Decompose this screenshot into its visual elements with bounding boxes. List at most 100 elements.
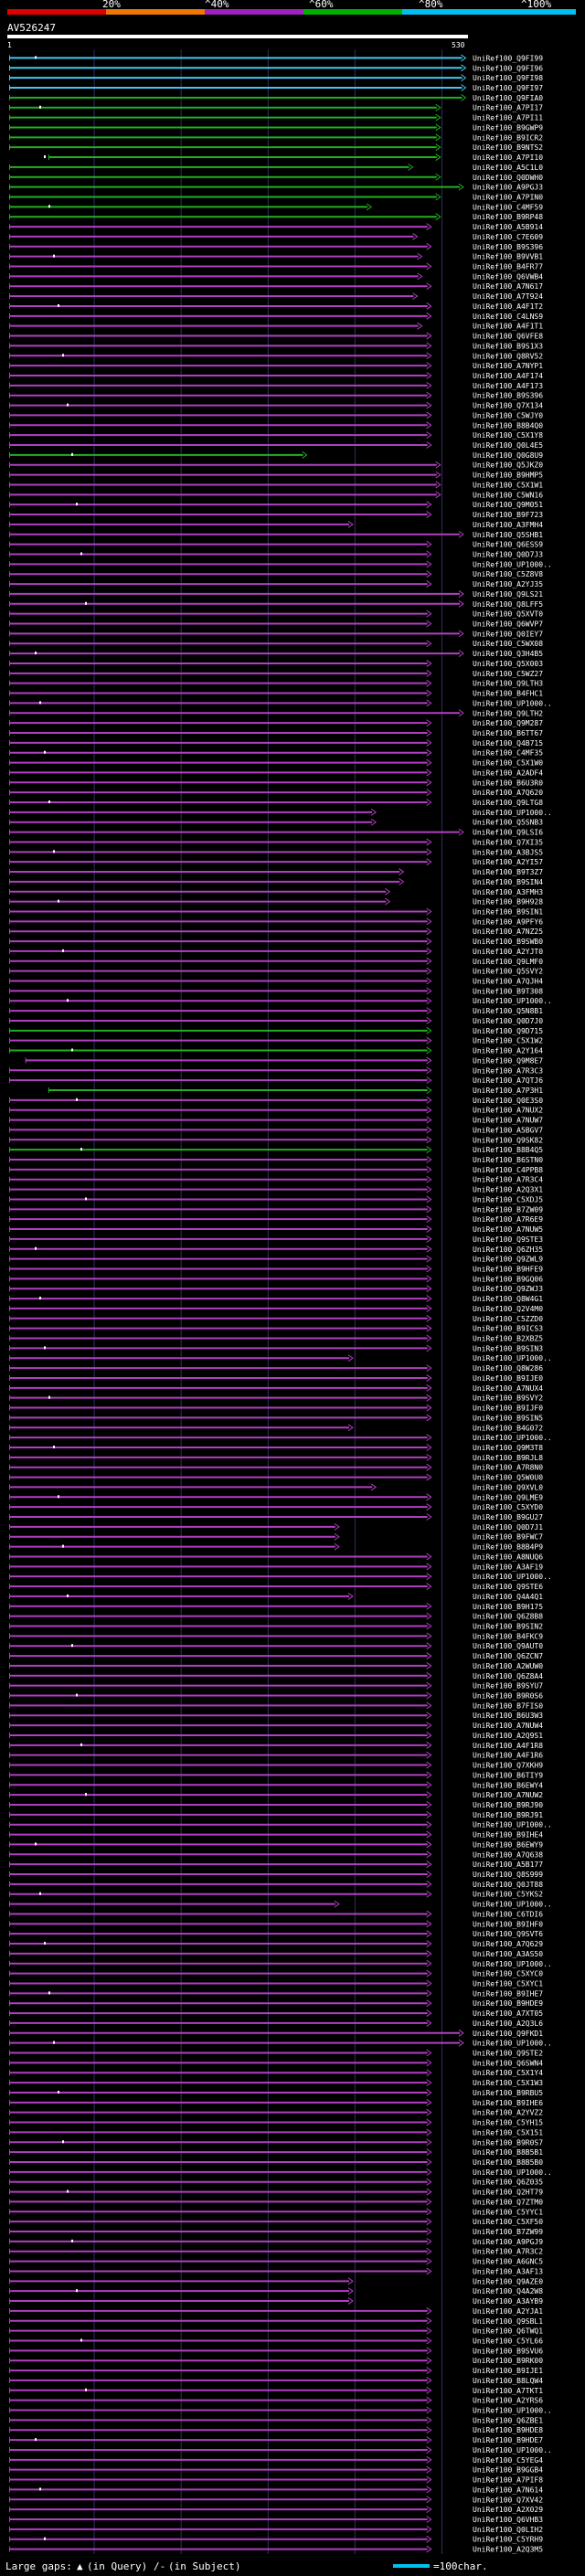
hit-row[interactable]: UniRef100_B9SWB0	[9, 938, 544, 946]
hit-label[interactable]: UniRef100_A7P3H1	[473, 1087, 543, 1095]
hit-row[interactable]: UniRef100_B7ZW99	[9, 2228, 544, 2236]
hit-row[interactable]: UniRef100_Q9SVT6	[9, 1930, 544, 1938]
hit-label[interactable]: UniRef100_C5YKS2	[473, 1891, 543, 1899]
hit-row[interactable]: UniRef100_B9HDE7	[9, 2436, 544, 2444]
hit-label[interactable]: UniRef100_A7NUW7	[473, 1117, 543, 1125]
hit-row[interactable]: UniRef100_A7R3C3	[9, 1066, 544, 1075]
hit-row[interactable]: UniRef100_B9IHE7	[9, 1989, 544, 1998]
hit-label[interactable]: UniRef100_Q9SK82	[473, 1136, 543, 1144]
hit-row[interactable]: UniRef100_Q0D7J3	[9, 550, 544, 558]
hit-row[interactable]: UniRef100_A7PIF8	[9, 2476, 544, 2485]
hit-row[interactable]: UniRef100_B9ICS3	[9, 1325, 544, 1333]
hit-row[interactable]: UniRef100_A7Q620	[9, 789, 544, 797]
hit-label[interactable]: UniRef100_B6U3W3	[473, 1712, 543, 1720]
hit-row[interactable]: UniRef100_A7XT05	[9, 2009, 544, 2018]
hit-label[interactable]: UniRef100_A5B914	[473, 223, 543, 231]
hit-label[interactable]: UniRef100_Q0G8U9	[473, 451, 543, 460]
hit-row[interactable]: UniRef100_B9SIN3	[9, 1344, 544, 1352]
hit-label[interactable]: UniRef100_UP1000..	[473, 560, 552, 568]
hit-row[interactable]: UniRef100_A3BJS5	[9, 848, 544, 856]
hit-row[interactable]: UniRef100_Q0D7J1	[9, 1523, 544, 1532]
hit-row[interactable]: UniRef100_Q6Z8B8	[9, 1613, 544, 1621]
hit-label[interactable]: UniRef100_B7ZW09	[473, 1205, 543, 1214]
hit-label[interactable]: UniRef100_Q8RV52	[473, 352, 543, 360]
hit-label[interactable]: UniRef100_UP1000..	[473, 2446, 552, 2454]
hit-row[interactable]: UniRef100_UP1000..	[9, 2040, 552, 2048]
hit-label[interactable]: UniRef100_Q9FI98	[473, 74, 543, 82]
hit-label[interactable]: UniRef100_A2ADF4	[473, 769, 543, 777]
hit-label[interactable]: UniRef100_B8B4Q5	[473, 1146, 543, 1154]
hit-row[interactable]: UniRef100_B6EWY4	[9, 1781, 544, 1789]
hit-label[interactable]: UniRef100_UP1000..	[473, 1821, 552, 1829]
hit-label[interactable]: UniRef100_B7ZW99	[473, 2228, 543, 2236]
hit-label[interactable]: UniRef100_Q5SNB3	[473, 819, 543, 827]
hit-row[interactable]: UniRef100_B9NTS2	[9, 143, 544, 152]
hit-row[interactable]: UniRef100_A7QJH4	[9, 978, 544, 986]
hit-row[interactable]: UniRef100_B6STN0	[9, 1156, 544, 1164]
hit-row[interactable]: UniRef100_A7P3H1	[48, 1087, 543, 1095]
hit-row[interactable]: UniRef100_Q0IEY7	[9, 630, 544, 638]
hit-row[interactable]: UniRef100_Q8W4G1	[9, 1295, 544, 1303]
hit-label[interactable]: UniRef100_C4MF35	[473, 749, 543, 758]
hit-row[interactable]: UniRef100_B9S396	[9, 392, 544, 400]
hit-label[interactable]: UniRef100_A7N614	[473, 2486, 543, 2494]
hit-row[interactable]: UniRef100_B9SVY2	[9, 1394, 544, 1403]
hit-row[interactable]: UniRef100_Q9LTH3	[9, 680, 544, 688]
hit-row[interactable]: UniRef100_A2YI57	[9, 858, 544, 866]
hit-row[interactable]: UniRef100_A7NUW7	[9, 1117, 544, 1125]
hit-label[interactable]: UniRef100_A7PI11	[473, 114, 543, 122]
hit-row[interactable]: UniRef100_C5X1Y4	[9, 2069, 544, 2077]
hit-label[interactable]: UniRef100_A7Q638	[473, 1850, 543, 1859]
hit-row[interactable]: UniRef100_UP1000..	[9, 1354, 552, 1362]
hit-row[interactable]: UniRef100_A7NUX2	[9, 1107, 544, 1115]
hit-row[interactable]: UniRef100_B7ZW09	[9, 1205, 544, 1214]
hit-label[interactable]: UniRef100_A7N617	[473, 282, 543, 291]
hit-row[interactable]: UniRef100_Q5XVT0	[9, 610, 544, 619]
hit-row[interactable]: UniRef100_B8B5B0	[9, 2158, 544, 2167]
hit-row[interactable]: UniRef100_A2YJT0	[9, 948, 544, 956]
hit-row[interactable]: UniRef100_B9HDE8	[9, 2426, 544, 2434]
hit-label[interactable]: UniRef100_C5X1W3	[473, 2079, 543, 2087]
hit-row[interactable]: UniRef100_A7NZ25	[9, 928, 544, 936]
hit-row[interactable]: UniRef100_B4G072	[9, 1424, 544, 1432]
hit-row[interactable]: UniRef100_C5XF50	[9, 2218, 544, 2226]
hit-label[interactable]: UniRef100_Q5W0U0	[473, 1474, 543, 1482]
hit-row[interactable]: UniRef100_Q5JKZ0	[9, 461, 544, 470]
hit-label[interactable]: UniRef100_UP1000..	[473, 2168, 552, 2177]
hit-row[interactable]: UniRef100_A2Q3X1	[9, 1186, 544, 1194]
hit-row[interactable]: UniRef100_A2Q3L6	[9, 2019, 544, 2028]
hit-label[interactable]: UniRef100_A4F174	[473, 372, 543, 380]
hit-label[interactable]: UniRef100_UP1000..	[473, 699, 552, 707]
hit-row[interactable]: UniRef100_B7FIS0	[9, 1701, 544, 1710]
hit-label[interactable]: UniRef100_Q6ESS9	[473, 541, 543, 549]
hit-label[interactable]: UniRef100_A7NUW4	[473, 1722, 543, 1730]
hit-label[interactable]: UniRef100_Q9AZE0	[473, 2277, 543, 2285]
hit-row[interactable]: UniRef100_B9FWC7	[9, 1533, 544, 1542]
hit-row[interactable]: UniRef100_Q9FI97	[9, 84, 544, 92]
hit-label[interactable]: UniRef100_B9SIN1	[473, 907, 543, 916]
hit-row[interactable]: UniRef100_B9HMP5	[9, 472, 544, 480]
hit-row[interactable]: UniRef100_C5ZZD0	[9, 1315, 544, 1323]
hit-row[interactable]: UniRef100_Q7XI35	[9, 838, 544, 846]
hit-label[interactable]: UniRef100_Q9LTH2	[473, 709, 543, 717]
hit-label[interactable]: UniRef100_B9S396	[473, 392, 543, 400]
hit-label[interactable]: UniRef100_Q9ZWJ3	[473, 1285, 543, 1293]
hit-label[interactable]: UniRef100_A7T924	[473, 292, 543, 301]
hit-row[interactable]: UniRef100_Q9STE6	[9, 1583, 544, 1591]
hit-row[interactable]: UniRef100_B9S396	[9, 243, 544, 251]
hit-row[interactable]: UniRef100_A3FMH4	[9, 521, 544, 529]
hit-label[interactable]: UniRef100_C5XYD0	[473, 1503, 543, 1511]
hit-label[interactable]: UniRef100_B2XBZ5	[473, 1335, 543, 1343]
hit-label[interactable]: UniRef100_B8B4Q0	[473, 421, 543, 429]
hit-label[interactable]: UniRef100_Q6VHB3	[473, 2516, 543, 2524]
hit-row[interactable]: UniRef100_A4F1T1	[9, 323, 544, 331]
hit-label[interactable]: UniRef100_A7NUW2	[473, 1791, 543, 1799]
hit-row[interactable]: UniRef100_Q9AUT0	[9, 1642, 544, 1650]
hit-row[interactable]: UniRef100_Q8RV52	[9, 352, 544, 360]
hit-label[interactable]: UniRef100_B9RP48	[473, 213, 543, 221]
hit-row[interactable]: UniRef100_Q0DWH0	[9, 174, 544, 182]
hit-row[interactable]: UniRef100_A7PI10	[44, 154, 543, 162]
hit-label[interactable]: UniRef100_Q0LIH2	[473, 2526, 543, 2534]
hit-label[interactable]: UniRef100_B9SVY2	[473, 1394, 543, 1403]
hit-row[interactable]: UniRef100_B9RP48	[9, 213, 544, 221]
